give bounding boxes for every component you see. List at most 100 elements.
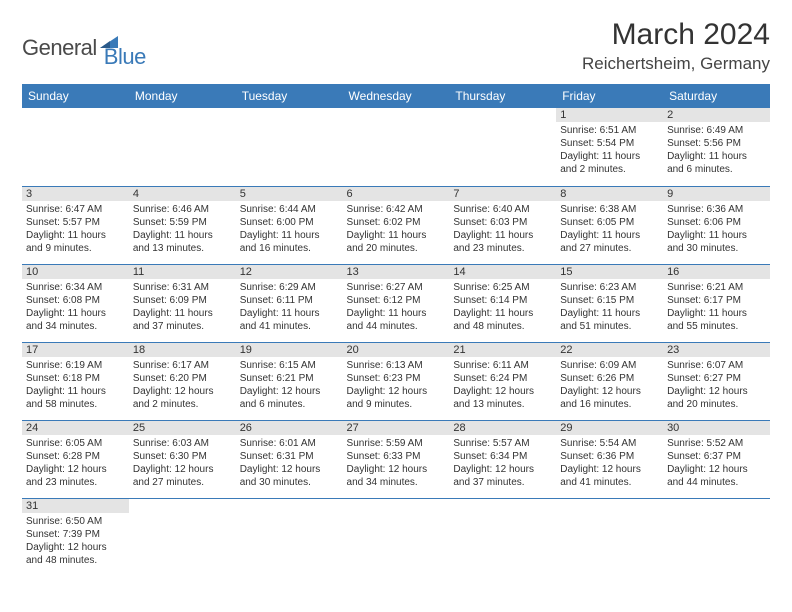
day-number: 31 (22, 499, 129, 513)
sun-info-line: Sunrise: 6:31 AM (133, 281, 232, 294)
calendar-cell: 1Sunrise: 6:51 AMSunset: 5:54 PMDaylight… (556, 108, 663, 186)
calendar-cell: 25Sunrise: 6:03 AMSunset: 6:30 PMDayligh… (129, 420, 236, 498)
sun-info: Sunrise: 6:46 AMSunset: 5:59 PMDaylight:… (129, 201, 236, 257)
calendar-cell: 29Sunrise: 5:54 AMSunset: 6:36 PMDayligh… (556, 420, 663, 498)
day-number: 28 (449, 421, 556, 435)
sun-info-line: Daylight: 12 hours (560, 463, 659, 476)
day-number: 9 (663, 187, 770, 201)
calendar-cell: 27Sunrise: 5:59 AMSunset: 6:33 PMDayligh… (343, 420, 450, 498)
sun-info-line: Sunset: 6:12 PM (347, 294, 446, 307)
sun-info-line: Daylight: 11 hours (560, 229, 659, 242)
calendar-cell: 18Sunrise: 6:17 AMSunset: 6:20 PMDayligh… (129, 342, 236, 420)
calendar-cell: 8Sunrise: 6:38 AMSunset: 6:05 PMDaylight… (556, 186, 663, 264)
calendar-cell: 3Sunrise: 6:47 AMSunset: 5:57 PMDaylight… (22, 186, 129, 264)
sun-info: Sunrise: 6:11 AMSunset: 6:24 PMDaylight:… (449, 357, 556, 413)
sun-info-line: Sunrise: 5:54 AM (560, 437, 659, 450)
sun-info-line: and 37 minutes. (133, 320, 232, 333)
sun-info: Sunrise: 6:51 AMSunset: 5:54 PMDaylight:… (556, 122, 663, 178)
sun-info-line: and 6 minutes. (667, 163, 766, 176)
sun-info-line: Sunset: 6:05 PM (560, 216, 659, 229)
sun-info-line: and 13 minutes. (453, 398, 552, 411)
sun-info: Sunrise: 6:05 AMSunset: 6:28 PMDaylight:… (22, 435, 129, 491)
weekday-header: Tuesday (236, 84, 343, 108)
day-number: 19 (236, 343, 343, 357)
calendar-cell: 4Sunrise: 6:46 AMSunset: 5:59 PMDaylight… (129, 186, 236, 264)
sun-info: Sunrise: 6:40 AMSunset: 6:03 PMDaylight:… (449, 201, 556, 257)
calendar-cell: 31Sunrise: 6:50 AMSunset: 7:39 PMDayligh… (22, 498, 129, 576)
sun-info-line: Sunrise: 6:23 AM (560, 281, 659, 294)
calendar-week-row: 10Sunrise: 6:34 AMSunset: 6:08 PMDayligh… (22, 264, 770, 342)
sun-info-line: Sunrise: 5:59 AM (347, 437, 446, 450)
calendar-cell: 14Sunrise: 6:25 AMSunset: 6:14 PMDayligh… (449, 264, 556, 342)
sun-info-line: and 27 minutes. (133, 476, 232, 489)
sun-info: Sunrise: 6:49 AMSunset: 5:56 PMDaylight:… (663, 122, 770, 178)
sun-info: Sunrise: 6:25 AMSunset: 6:14 PMDaylight:… (449, 279, 556, 335)
calendar-week-row: 24Sunrise: 6:05 AMSunset: 6:28 PMDayligh… (22, 420, 770, 498)
sun-info: Sunrise: 6:31 AMSunset: 6:09 PMDaylight:… (129, 279, 236, 335)
calendar-cell (236, 498, 343, 576)
sun-info-line: and 30 minutes. (667, 242, 766, 255)
sun-info-line: Sunrise: 6:21 AM (667, 281, 766, 294)
calendar-cell: 12Sunrise: 6:29 AMSunset: 6:11 PMDayligh… (236, 264, 343, 342)
sun-info-line: Daylight: 11 hours (560, 150, 659, 163)
day-number: 22 (556, 343, 663, 357)
sun-info-line: Daylight: 11 hours (133, 229, 232, 242)
day-number: 5 (236, 187, 343, 201)
calendar-cell: 23Sunrise: 6:07 AMSunset: 6:27 PMDayligh… (663, 342, 770, 420)
calendar-cell (343, 108, 450, 186)
sun-info-line: and 41 minutes. (240, 320, 339, 333)
sun-info: Sunrise: 5:59 AMSunset: 6:33 PMDaylight:… (343, 435, 450, 491)
sun-info: Sunrise: 6:21 AMSunset: 6:17 PMDaylight:… (663, 279, 770, 335)
calendar-cell (663, 498, 770, 576)
sun-info-line: Daylight: 11 hours (26, 385, 125, 398)
sun-info: Sunrise: 6:42 AMSunset: 6:02 PMDaylight:… (343, 201, 450, 257)
calendar-week-row: 17Sunrise: 6:19 AMSunset: 6:18 PMDayligh… (22, 342, 770, 420)
sun-info-line: and 16 minutes. (560, 398, 659, 411)
sun-info-line: Daylight: 12 hours (560, 385, 659, 398)
sun-info-line: Sunrise: 6:40 AM (453, 203, 552, 216)
day-number: 11 (129, 265, 236, 279)
month-title: March 2024 (582, 18, 770, 52)
sun-info-line: Daylight: 12 hours (133, 463, 232, 476)
sun-info-line: Sunrise: 6:38 AM (560, 203, 659, 216)
sun-info-line: and 9 minutes. (26, 242, 125, 255)
sun-info-line: Sunset: 6:03 PM (453, 216, 552, 229)
sun-info-line: and 16 minutes. (240, 242, 339, 255)
day-number: 10 (22, 265, 129, 279)
sun-info-line: Sunset: 6:18 PM (26, 372, 125, 385)
location: Reichertsheim, Germany (582, 54, 770, 74)
sun-info-line: and 23 minutes. (26, 476, 125, 489)
sun-info: Sunrise: 6:29 AMSunset: 6:11 PMDaylight:… (236, 279, 343, 335)
sun-info-line: Sunset: 6:06 PM (667, 216, 766, 229)
sun-info-line: and 41 minutes. (560, 476, 659, 489)
sun-info-line: Sunset: 6:30 PM (133, 450, 232, 463)
calendar-cell: 9Sunrise: 6:36 AMSunset: 6:06 PMDaylight… (663, 186, 770, 264)
sun-info-line: Sunset: 6:33 PM (347, 450, 446, 463)
calendar-week-row: 31Sunrise: 6:50 AMSunset: 7:39 PMDayligh… (22, 498, 770, 576)
calendar-cell (449, 108, 556, 186)
sun-info-line: Sunrise: 6:01 AM (240, 437, 339, 450)
day-number: 23 (663, 343, 770, 357)
sun-info-line: and 2 minutes. (560, 163, 659, 176)
sun-info-line: Sunset: 5:59 PM (133, 216, 232, 229)
weekday-header: Sunday (22, 84, 129, 108)
sun-info-line: and 44 minutes. (667, 476, 766, 489)
sun-info-line: Sunset: 6:09 PM (133, 294, 232, 307)
sun-info-line: and 44 minutes. (347, 320, 446, 333)
calendar-cell: 26Sunrise: 6:01 AMSunset: 6:31 PMDayligh… (236, 420, 343, 498)
sun-info: Sunrise: 5:57 AMSunset: 6:34 PMDaylight:… (449, 435, 556, 491)
sun-info-line: and 48 minutes. (453, 320, 552, 333)
calendar-cell (556, 498, 663, 576)
sun-info-line: and 34 minutes. (26, 320, 125, 333)
calendar-cell: 5Sunrise: 6:44 AMSunset: 6:00 PMDaylight… (236, 186, 343, 264)
weekday-header: Saturday (663, 84, 770, 108)
day-number: 6 (343, 187, 450, 201)
sun-info-line: Sunrise: 6:50 AM (26, 515, 125, 528)
calendar-cell: 2Sunrise: 6:49 AMSunset: 5:56 PMDaylight… (663, 108, 770, 186)
sun-info-line: Daylight: 11 hours (667, 307, 766, 320)
calendar-table: Sunday Monday Tuesday Wednesday Thursday… (22, 84, 770, 576)
sun-info-line: Sunset: 6:11 PM (240, 294, 339, 307)
sun-info-line: and 9 minutes. (347, 398, 446, 411)
sun-info-line: Sunrise: 6:47 AM (26, 203, 125, 216)
sun-info-line: Sunrise: 6:29 AM (240, 281, 339, 294)
